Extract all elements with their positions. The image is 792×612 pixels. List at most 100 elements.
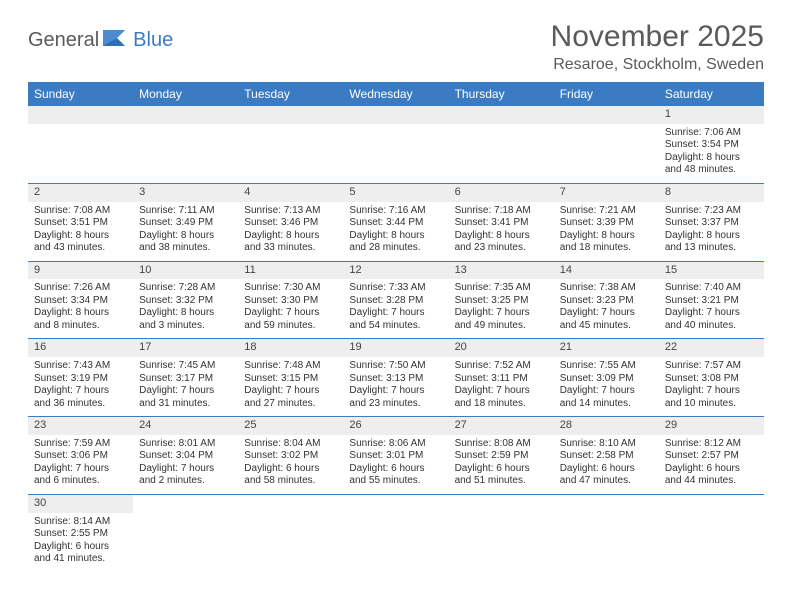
daylight-text: Daylight: 7 hours	[244, 307, 337, 320]
day-number: 27	[449, 417, 554, 435]
daylight-text: Daylight: 7 hours	[349, 307, 442, 320]
daylight-text: Daylight: 6 hours	[244, 463, 337, 476]
day-cell: 6Sunrise: 7:18 AMSunset: 3:41 PMDaylight…	[449, 183, 554, 261]
day-cell: 3Sunrise: 7:11 AMSunset: 3:49 PMDaylight…	[133, 183, 238, 261]
sunset-text: Sunset: 3:32 PM	[139, 295, 232, 308]
day-number: 21	[554, 339, 659, 357]
day-cell: 10Sunrise: 7:28 AMSunset: 3:32 PMDayligh…	[133, 261, 238, 339]
empty-cell	[28, 106, 133, 183]
daylight-text: Daylight: 6 hours	[665, 463, 758, 476]
daylight-text: and 59 minutes.	[244, 320, 337, 333]
sunset-text: Sunset: 3:15 PM	[244, 373, 337, 386]
sunrise-text: Sunrise: 7:23 AM	[665, 205, 758, 218]
day-header: Wednesday	[343, 82, 448, 106]
daylight-text: Daylight: 7 hours	[34, 463, 127, 476]
sunrise-text: Sunrise: 7:50 AM	[349, 360, 442, 373]
day-number: 19	[343, 339, 448, 357]
week-row: 1Sunrise: 7:06 AMSunset: 3:54 PMDaylight…	[28, 106, 764, 183]
daylight-text: Daylight: 7 hours	[34, 385, 127, 398]
sunset-text: Sunset: 3:25 PM	[455, 295, 548, 308]
day-number: 9	[28, 262, 133, 280]
sunset-text: Sunset: 2:59 PM	[455, 450, 548, 463]
empty-daynum-bar	[238, 106, 343, 124]
sunset-text: Sunset: 3:04 PM	[139, 450, 232, 463]
day-cell: 23Sunrise: 7:59 AMSunset: 3:06 PMDayligh…	[28, 417, 133, 495]
sunrise-text: Sunrise: 7:45 AM	[139, 360, 232, 373]
empty-cell	[554, 106, 659, 183]
empty-cell	[133, 494, 238, 571]
daylight-text: Daylight: 8 hours	[34, 307, 127, 320]
day-cell: 4Sunrise: 7:13 AMSunset: 3:46 PMDaylight…	[238, 183, 343, 261]
week-row: 23Sunrise: 7:59 AMSunset: 3:06 PMDayligh…	[28, 417, 764, 495]
daylight-text: and 33 minutes.	[244, 242, 337, 255]
daylight-text: and 8 minutes.	[34, 320, 127, 333]
daylight-text: Daylight: 7 hours	[560, 385, 653, 398]
day-number: 6	[449, 184, 554, 202]
sunrise-text: Sunrise: 7:52 AM	[455, 360, 548, 373]
day-cell: 29Sunrise: 8:12 AMSunset: 2:57 PMDayligh…	[659, 417, 764, 495]
day-header: Saturday	[659, 82, 764, 106]
day-header: Thursday	[449, 82, 554, 106]
day-cell: 16Sunrise: 7:43 AMSunset: 3:19 PMDayligh…	[28, 339, 133, 417]
day-number: 24	[133, 417, 238, 435]
daylight-text: Daylight: 7 hours	[139, 463, 232, 476]
day-header: Sunday	[28, 82, 133, 106]
daylight-text: and 27 minutes.	[244, 398, 337, 411]
empty-cell	[554, 494, 659, 571]
day-cell: 28Sunrise: 8:10 AMSunset: 2:58 PMDayligh…	[554, 417, 659, 495]
daylight-text: Daylight: 8 hours	[665, 230, 758, 243]
empty-cell	[133, 106, 238, 183]
week-row: 30Sunrise: 8:14 AMSunset: 2:55 PMDayligh…	[28, 494, 764, 571]
daylight-text: Daylight: 6 hours	[560, 463, 653, 476]
daylight-text: Daylight: 8 hours	[139, 230, 232, 243]
sunset-text: Sunset: 3:49 PM	[139, 217, 232, 230]
day-cell: 14Sunrise: 7:38 AMSunset: 3:23 PMDayligh…	[554, 261, 659, 339]
daylight-text: Daylight: 8 hours	[665, 152, 758, 165]
sunrise-text: Sunrise: 7:11 AM	[139, 205, 232, 218]
daylight-text: and 38 minutes.	[139, 242, 232, 255]
sunset-text: Sunset: 3:21 PM	[665, 295, 758, 308]
day-number: 23	[28, 417, 133, 435]
daylight-text: and 23 minutes.	[455, 242, 548, 255]
day-number: 16	[28, 339, 133, 357]
day-cell: 5Sunrise: 7:16 AMSunset: 3:44 PMDaylight…	[343, 183, 448, 261]
day-number: 29	[659, 417, 764, 435]
empty-cell	[449, 106, 554, 183]
day-number: 17	[133, 339, 238, 357]
sunrise-text: Sunrise: 7:16 AM	[349, 205, 442, 218]
sunset-text: Sunset: 3:23 PM	[560, 295, 653, 308]
day-cell: 26Sunrise: 8:06 AMSunset: 3:01 PMDayligh…	[343, 417, 448, 495]
sunrise-text: Sunrise: 7:57 AM	[665, 360, 758, 373]
sunset-text: Sunset: 3:30 PM	[244, 295, 337, 308]
sunrise-text: Sunrise: 7:26 AM	[34, 282, 127, 295]
empty-cell	[238, 106, 343, 183]
day-cell: 21Sunrise: 7:55 AMSunset: 3:09 PMDayligh…	[554, 339, 659, 417]
day-number: 2	[28, 184, 133, 202]
sunrise-text: Sunrise: 7:08 AM	[34, 205, 127, 218]
daylight-text: Daylight: 8 hours	[560, 230, 653, 243]
day-cell: 17Sunrise: 7:45 AMSunset: 3:17 PMDayligh…	[133, 339, 238, 417]
sunset-text: Sunset: 3:46 PM	[244, 217, 337, 230]
calendar-table: SundayMondayTuesdayWednesdayThursdayFrid…	[28, 82, 764, 572]
sunrise-text: Sunrise: 7:38 AM	[560, 282, 653, 295]
sunrise-text: Sunrise: 7:43 AM	[34, 360, 127, 373]
day-cell: 22Sunrise: 7:57 AMSunset: 3:08 PMDayligh…	[659, 339, 764, 417]
daylight-text: and 36 minutes.	[34, 398, 127, 411]
day-number: 20	[449, 339, 554, 357]
empty-daynum-bar	[449, 106, 554, 124]
day-cell: 9Sunrise: 7:26 AMSunset: 3:34 PMDaylight…	[28, 261, 133, 339]
daylight-text: and 28 minutes.	[349, 242, 442, 255]
daylight-text: Daylight: 7 hours	[139, 385, 232, 398]
sunset-text: Sunset: 2:58 PM	[560, 450, 653, 463]
empty-cell	[238, 494, 343, 571]
daylight-text: and 2 minutes.	[139, 475, 232, 488]
sunrise-text: Sunrise: 8:14 AM	[34, 516, 127, 529]
flag-icon	[103, 28, 129, 53]
daylight-text: and 41 minutes.	[34, 553, 127, 566]
sunrise-text: Sunrise: 7:13 AM	[244, 205, 337, 218]
sunrise-text: Sunrise: 8:12 AM	[665, 438, 758, 451]
daylight-text: and 44 minutes.	[665, 475, 758, 488]
day-cell: 13Sunrise: 7:35 AMSunset: 3:25 PMDayligh…	[449, 261, 554, 339]
day-cell: 15Sunrise: 7:40 AMSunset: 3:21 PMDayligh…	[659, 261, 764, 339]
sunrise-text: Sunrise: 7:30 AM	[244, 282, 337, 295]
